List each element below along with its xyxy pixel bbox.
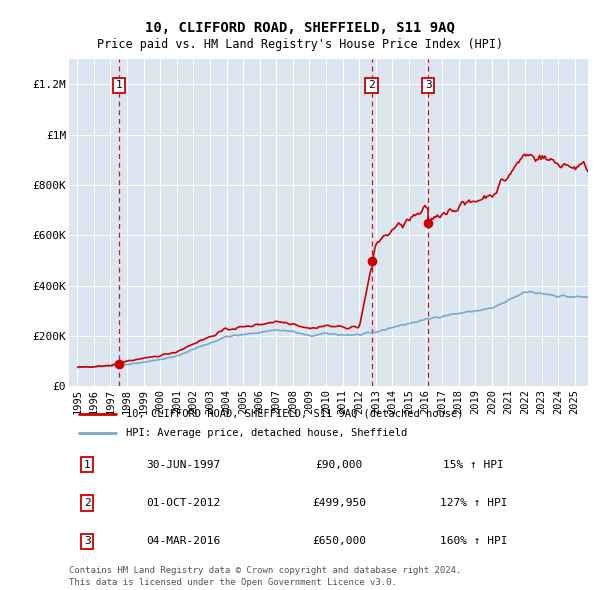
Text: 160% ↑ HPI: 160% ↑ HPI xyxy=(440,536,508,546)
Text: 3: 3 xyxy=(425,80,431,90)
Text: Price paid vs. HM Land Registry's House Price Index (HPI): Price paid vs. HM Land Registry's House … xyxy=(97,38,503,51)
Text: HPI: Average price, detached house, Sheffield: HPI: Average price, detached house, Shef… xyxy=(126,428,407,438)
Text: 3: 3 xyxy=(84,536,91,546)
Text: £90,000: £90,000 xyxy=(315,460,362,470)
Text: Contains HM Land Registry data © Crown copyright and database right 2024.: Contains HM Land Registry data © Crown c… xyxy=(69,566,461,575)
Text: 1: 1 xyxy=(84,460,91,470)
Text: 2: 2 xyxy=(84,498,91,508)
Text: £499,950: £499,950 xyxy=(312,498,366,508)
Text: 1: 1 xyxy=(115,80,122,90)
Text: This data is licensed under the Open Government Licence v3.0.: This data is licensed under the Open Gov… xyxy=(69,578,397,587)
Text: 10, CLIFFORD ROAD, SHEFFIELD, S11 9AQ (detached house): 10, CLIFFORD ROAD, SHEFFIELD, S11 9AQ (d… xyxy=(126,409,464,418)
Text: 30-JUN-1997: 30-JUN-1997 xyxy=(146,460,220,470)
Text: £650,000: £650,000 xyxy=(312,536,366,546)
Text: 15% ↑ HPI: 15% ↑ HPI xyxy=(443,460,504,470)
Text: 01-OCT-2012: 01-OCT-2012 xyxy=(146,498,220,508)
Text: 10, CLIFFORD ROAD, SHEFFIELD, S11 9AQ: 10, CLIFFORD ROAD, SHEFFIELD, S11 9AQ xyxy=(145,21,455,35)
Text: 127% ↑ HPI: 127% ↑ HPI xyxy=(440,498,508,508)
Text: 04-MAR-2016: 04-MAR-2016 xyxy=(146,536,220,546)
Text: 2: 2 xyxy=(368,80,375,90)
